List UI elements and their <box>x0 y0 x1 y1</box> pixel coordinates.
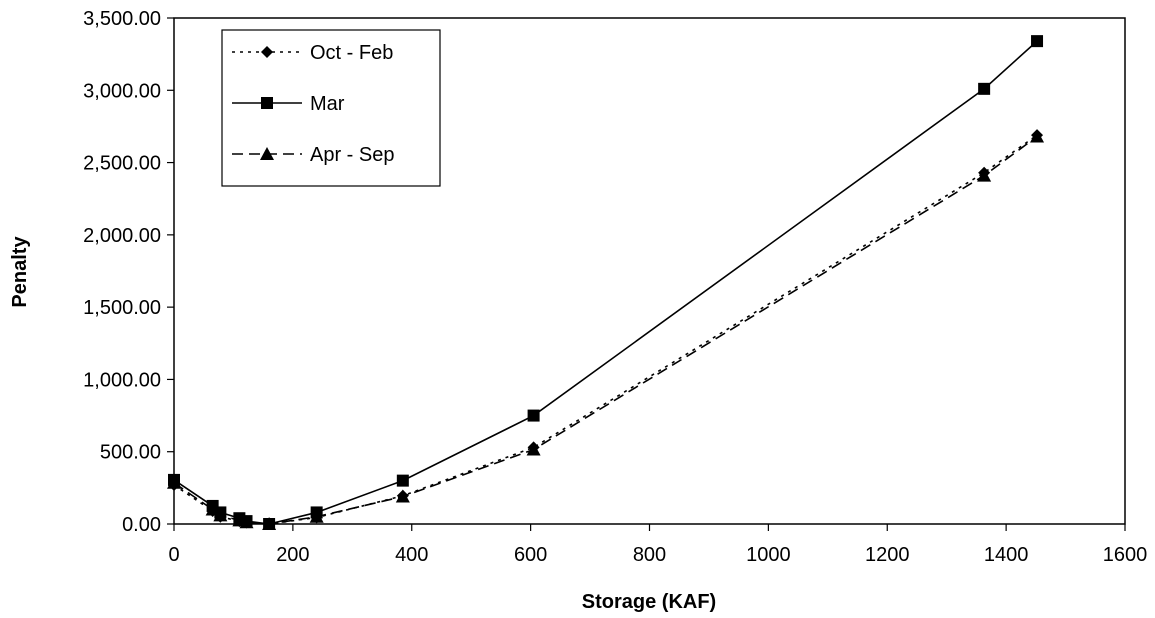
y-tick-label: 2,000.00 <box>83 225 161 247</box>
x-tick-label: 1000 <box>746 544 791 566</box>
x-tick-label: 600 <box>514 544 547 566</box>
data-point <box>262 517 277 530</box>
x-axis-title: Storage (KAF) <box>582 591 716 613</box>
x-axis-ticks: 0 200 400 600 800 1000 1200 1400 1600 <box>168 524 1147 566</box>
series-apr-sep <box>167 129 1045 530</box>
y-tick-label: 1,500.00 <box>83 297 161 319</box>
data-point <box>205 502 220 516</box>
y-tick-label: 0.00 <box>122 514 161 536</box>
data-point <box>527 409 540 422</box>
data-point <box>309 509 324 523</box>
legend-box <box>221 29 441 187</box>
y-tick-label: 3,000.00 <box>83 80 161 102</box>
data-point <box>1031 35 1044 48</box>
data-point <box>978 82 991 95</box>
data-point <box>396 474 409 487</box>
data-point <box>239 515 254 529</box>
data-point <box>213 508 228 522</box>
x-tick-label: 800 <box>633 544 666 566</box>
data-point <box>167 475 181 489</box>
legend-label: Mar <box>310 93 345 115</box>
x-tick-label: 200 <box>276 544 309 566</box>
data-point <box>977 168 992 182</box>
legend-marker <box>261 46 273 58</box>
series-line <box>173 135 1038 525</box>
data-point <box>395 489 410 503</box>
data-point <box>1030 129 1045 143</box>
series-line <box>173 134 1038 525</box>
x-tick-label: 0 <box>168 544 179 566</box>
y-tick-label: 500.00 <box>100 442 161 464</box>
legend: Oct - Feb Mar Apr - Sep <box>221 29 441 187</box>
x-tick-label: 400 <box>395 544 428 566</box>
y-axis-ticks: 0.00 500.00 1,000.00 1,500.00 2,000.00 2,500.… <box>83 8 174 536</box>
y-tick-label: 2,500.00 <box>83 153 161 175</box>
data-point <box>526 442 541 456</box>
y-axis-title: Penalty <box>9 236 31 308</box>
y-tick-label: 3,500.00 <box>83 8 161 30</box>
x-tick-label: 1600 <box>1103 544 1148 566</box>
legend-entry: Apr - Sep <box>232 144 394 166</box>
y-tick-label: 1,000.00 <box>83 369 161 391</box>
legend-entry: Mar <box>232 93 345 115</box>
legend-marker <box>261 97 273 109</box>
x-tick-label: 1200 <box>865 544 910 566</box>
legend-marker <box>260 147 274 160</box>
legend-label: Apr - Sep <box>310 144 394 166</box>
series-oct-feb <box>168 129 1044 530</box>
series-layer <box>167 35 1045 530</box>
legend-entry: Oct - Feb <box>232 42 393 64</box>
legend-label: Oct - Feb <box>310 42 393 64</box>
x-tick-label: 1400 <box>984 544 1029 566</box>
